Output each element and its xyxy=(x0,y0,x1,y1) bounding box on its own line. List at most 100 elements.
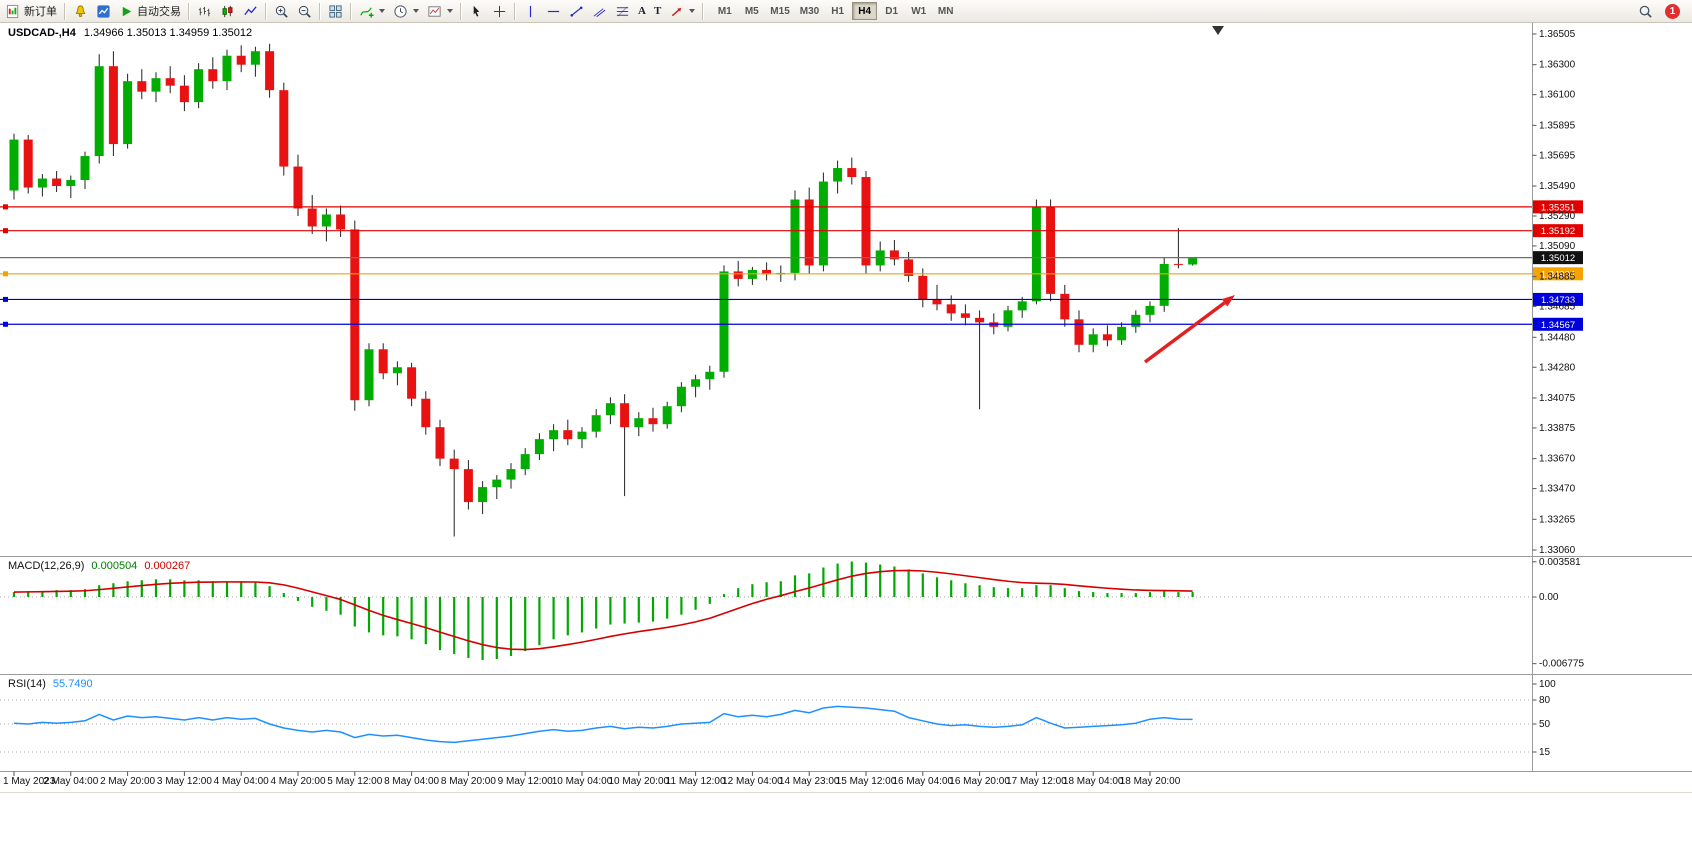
candle xyxy=(847,168,857,178)
indicators-button[interactable] xyxy=(355,2,389,21)
candle xyxy=(37,178,47,188)
timeframe-button-d1[interactable]: D1 xyxy=(879,2,904,20)
timeframe-button-mn[interactable]: MN xyxy=(933,2,958,20)
time-axis-label: 10 May 20:00 xyxy=(608,776,669,787)
search-button[interactable] xyxy=(1634,2,1657,21)
timeframe-button-h1[interactable]: H1 xyxy=(825,2,850,20)
toolbar-separator xyxy=(702,2,705,20)
tile-windows-button[interactable] xyxy=(324,2,347,21)
text-tool-button[interactable]: A xyxy=(634,2,650,21)
new-order-button[interactable]: 新订单 xyxy=(2,2,61,21)
autotrading-play-icon xyxy=(119,4,134,19)
timeframe-button-h4[interactable]: H4 xyxy=(852,2,878,20)
time-axis-label: 5 May 12:00 xyxy=(327,776,382,787)
price-level-handle[interactable] xyxy=(3,296,8,302)
alert-bell-icon xyxy=(73,4,88,19)
trendline-button[interactable] xyxy=(565,2,588,21)
autotrading-button[interactable]: 自动交易 xyxy=(115,2,185,21)
candle xyxy=(392,367,402,374)
candle xyxy=(918,275,928,300)
macd-signal-line xyxy=(13,569,1193,651)
horizontal-line-button[interactable] xyxy=(542,2,565,21)
vertical-line-icon xyxy=(523,4,538,19)
toolbar-separator xyxy=(64,2,66,20)
price-level-handle[interactable] xyxy=(3,228,8,234)
price-axis-label: 1.33470 xyxy=(1539,484,1576,495)
market-watch-icon xyxy=(96,4,111,19)
crosshair-button[interactable] xyxy=(488,2,511,21)
time-axis-label: 18 May 04:00 xyxy=(1063,776,1124,787)
timeframe-button-m15[interactable]: M15 xyxy=(766,2,793,20)
price-level-handle[interactable] xyxy=(3,271,8,277)
fibonacci-button[interactable] xyxy=(611,2,634,21)
arrows-tool-button[interactable] xyxy=(665,2,699,21)
rsi-axis-label: 100 xyxy=(1539,679,1556,690)
time-axis-label: 11 May 12:00 xyxy=(666,776,726,787)
macd-axis-label: -0.006775 xyxy=(1539,659,1584,670)
time-axis-label: 1 May 2023 xyxy=(3,776,56,787)
price-level-handle[interactable] xyxy=(3,204,8,210)
dropdown-caret-icon xyxy=(413,9,419,13)
time-axis-label: 4 May 20:00 xyxy=(270,776,325,787)
candle xyxy=(975,317,985,323)
zoom-out-button[interactable] xyxy=(293,2,316,21)
periods-button[interactable] xyxy=(389,2,423,21)
chart-shift-marker-icon[interactable] xyxy=(1212,26,1224,35)
line-chart-button[interactable] xyxy=(239,2,262,21)
bar-chart-button[interactable] xyxy=(193,2,216,21)
market-watch-button[interactable] xyxy=(92,2,115,21)
zoom-in-button[interactable] xyxy=(270,2,293,21)
notifications-badge[interactable]: 1 xyxy=(1665,3,1680,19)
candle xyxy=(123,81,133,145)
channel-button[interactable] xyxy=(588,2,611,21)
timeframe-button-w1[interactable]: W1 xyxy=(906,2,931,20)
timeframe-button-m5[interactable]: M5 xyxy=(739,2,764,20)
price-level-badge xyxy=(1533,200,1583,214)
price-axis-label: 1.34685 xyxy=(1539,302,1576,313)
candle xyxy=(1046,206,1056,294)
candle xyxy=(435,427,445,459)
candle xyxy=(705,371,715,380)
price-axis-label: 1.35090 xyxy=(1539,241,1576,252)
candle xyxy=(222,55,232,82)
price-axis-label: 1.34885 xyxy=(1539,272,1576,283)
price-axis-label: 1.35490 xyxy=(1539,181,1576,192)
candle xyxy=(719,271,729,372)
price-axis-label: 1.33670 xyxy=(1539,454,1576,465)
label-tool-button[interactable]: T xyxy=(650,2,665,21)
timeframe-button-m30[interactable]: M30 xyxy=(796,2,823,20)
price-level-badge-text: 1.34733 xyxy=(1541,295,1575,306)
candlestick-chart-button[interactable] xyxy=(216,2,239,21)
trendline-icon xyxy=(569,4,584,19)
candle xyxy=(861,177,871,266)
trend-arrow-annotation[interactable] xyxy=(1143,301,1226,364)
candle xyxy=(279,90,289,167)
axis-layer: 1.36505 1.36300 1.36100 1.35895 1.35695 1.354… xyxy=(3,26,1584,787)
price-level-badge xyxy=(1533,292,1583,306)
fibonacci-icon xyxy=(615,4,630,19)
time-axis-label: 2 May 20:00 xyxy=(100,776,155,787)
price-level-badge-text: 1.34904 xyxy=(1541,269,1575,280)
time-axis-label: 16 May 04:00 xyxy=(892,776,953,787)
vertical-line-button[interactable] xyxy=(519,2,542,21)
price-level-badge xyxy=(1533,267,1583,281)
time-axis-label: 2 May 04:00 xyxy=(43,776,98,787)
cursor-arrow-icon xyxy=(469,4,484,19)
candle xyxy=(1188,257,1198,265)
cursor-button[interactable] xyxy=(465,2,488,21)
candle xyxy=(733,271,743,279)
time-axis-label: 16 May 20:00 xyxy=(949,776,1010,787)
new-order-label: 新订单 xyxy=(24,6,57,18)
candle xyxy=(137,81,147,92)
autotrading-label: 自动交易 xyxy=(137,6,181,18)
candle xyxy=(364,349,374,401)
time-axis-label: 3 May 12:00 xyxy=(157,776,212,787)
alerts-button[interactable] xyxy=(69,2,92,21)
templates-button[interactable] xyxy=(423,2,457,21)
rsi-line xyxy=(13,705,1193,744)
timeframe-button-m1[interactable]: M1 xyxy=(712,2,737,20)
price-level-handle[interactable] xyxy=(3,321,8,327)
price-axis-label: 1.33265 xyxy=(1539,514,1576,525)
candle xyxy=(321,214,331,227)
